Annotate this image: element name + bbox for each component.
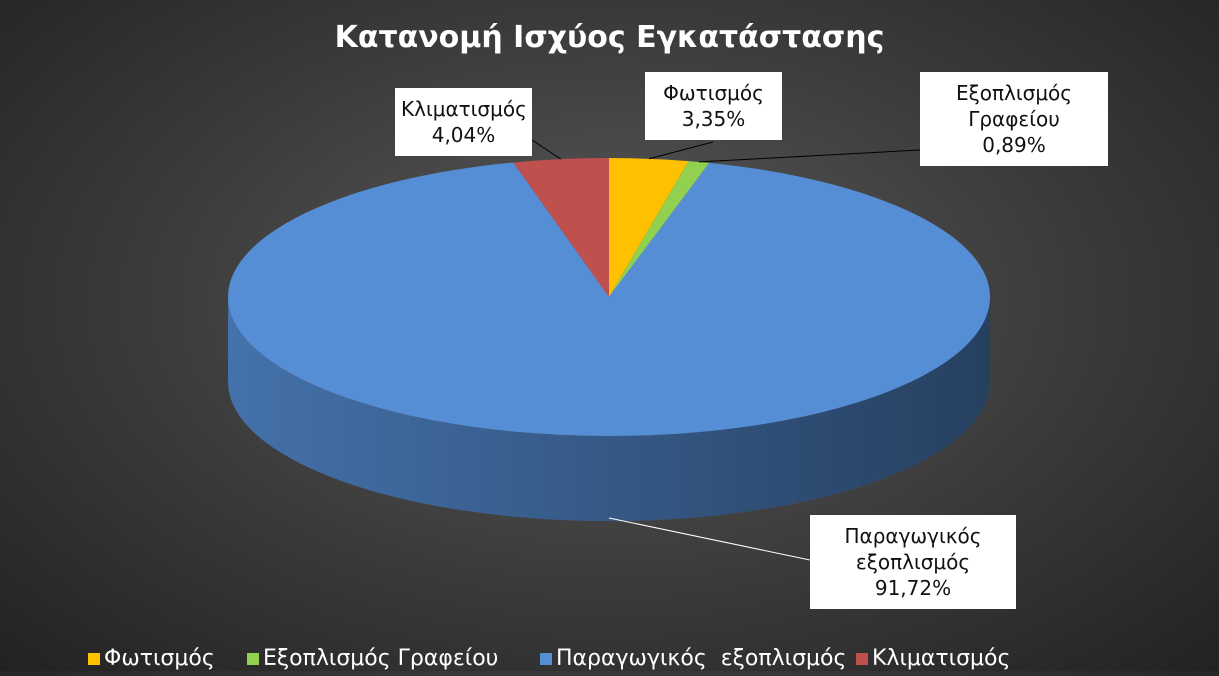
legend-label: Κλιματισμός <box>872 646 1011 671</box>
data-label: Παραγωγικός εξοπλισμός 91,72% <box>810 515 1016 609</box>
legend-swatch <box>856 652 868 665</box>
legend-label: Παραγωγικός εξοπλισμός <box>556 646 847 671</box>
slice <box>609 161 710 297</box>
data-label-name: Παραγωγικός εξοπλισμός <box>844 524 982 574</box>
legend-swatch <box>88 652 100 665</box>
leader-line <box>608 517 811 561</box>
legend: Φωτισμός Εξοπλισμός Γραφείου Παραγωγικός ε… <box>0 646 1219 676</box>
data-label-value: 3,35% <box>681 107 746 131</box>
legend-item: Εξοπλισμός Γραφείου <box>247 646 498 671</box>
legend-item: Κλιματισμός <box>856 646 1010 671</box>
data-label-value: 91,72% <box>874 576 952 600</box>
slice <box>609 158 689 297</box>
leader-line <box>698 149 921 163</box>
legend-label: Φωτισμός <box>104 646 215 671</box>
legend-item: Παραγωγικός εξοπλισμός <box>540 646 846 671</box>
data-label: Φωτισμός 3,35% <box>645 72 782 140</box>
chart-title: Κατανομή Ισχύος Εγκατάστασης <box>334 20 885 55</box>
legend-item: Φωτισμός <box>88 646 215 671</box>
data-label: Εξοπλισμός Γραφείου 0,89% <box>920 72 1108 166</box>
legend-swatch <box>540 652 552 665</box>
data-label-name: Εξοπλισμός Γραφείου <box>955 81 1073 131</box>
legend-swatch <box>247 652 259 665</box>
data-label-name: Κλιματισμός <box>401 97 527 121</box>
leader-line <box>531 139 562 160</box>
leader-line <box>648 141 714 160</box>
data-label-value: 4,04% <box>431 123 496 147</box>
legend-label: Εξοπλισμός Γραφείου <box>263 646 499 671</box>
data-label-name: Φωτισμός <box>663 81 764 105</box>
data-label-value: 0,89% <box>982 133 1046 157</box>
slice <box>513 158 609 297</box>
data-label: Κλιματισμός 4,04% <box>395 88 532 156</box>
slice <box>227 162 990 437</box>
side-shade <box>228 297 990 521</box>
